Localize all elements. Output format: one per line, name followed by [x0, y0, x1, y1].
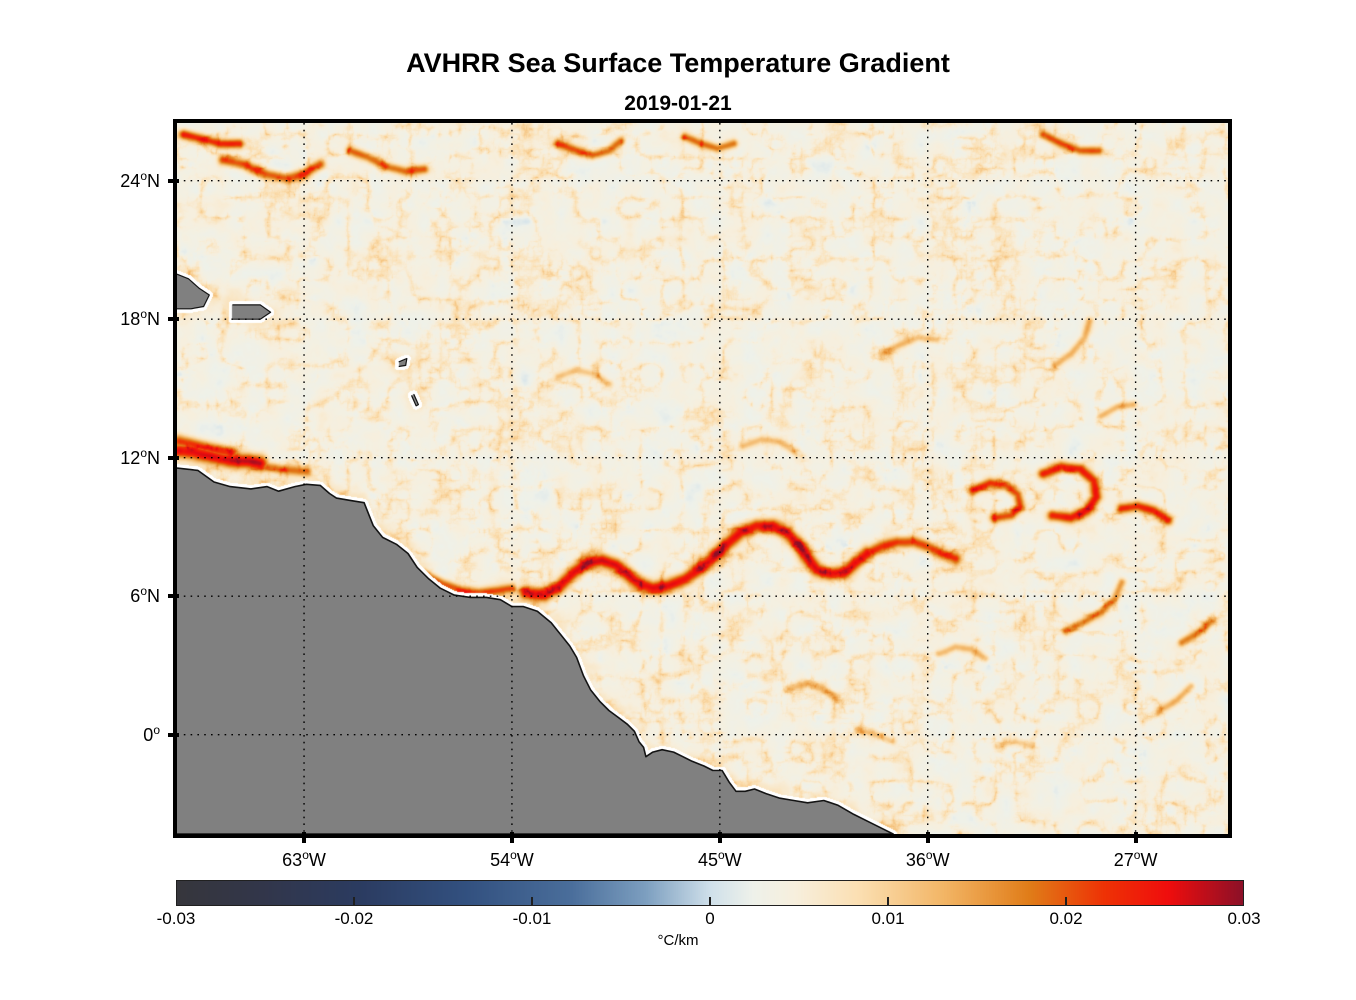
colorbar-unit-label: °C/km [657, 932, 699, 949]
y-axis-tickmark [168, 594, 179, 599]
colorbar-tick-label: -0.02 [334, 909, 374, 928]
x-axis-tickmark [925, 832, 930, 843]
y-axis-tickmark [168, 455, 179, 460]
colorbar-tickmark [531, 897, 533, 906]
x-axis-tickmark [509, 832, 514, 843]
colorbar-tick-label: 0.03 [1227, 909, 1261, 928]
x-axis-tick-label: 63oW [282, 848, 326, 870]
colorbar-tick-label: 0.02 [1049, 909, 1083, 928]
colorbar-tickmark [1065, 897, 1067, 906]
page-title: AVHRR Sea Surface Temperature Gradient [406, 48, 950, 78]
x-axis-tickmark [302, 832, 307, 843]
x-axis-tick-label: 36oW [905, 848, 950, 870]
x-axis-tick-label: 27oW [1113, 848, 1158, 870]
y-axis-tick-label: 6oN [130, 584, 160, 607]
y-axis-tickmark [168, 317, 179, 322]
colorbar-tick-label: 0 [705, 909, 715, 928]
y-axis-tick-label: 24oN [120, 168, 160, 191]
x-axis-tickmark [717, 832, 722, 843]
colorbar [176, 880, 1244, 906]
colorbar-tick-label: -0.03 [156, 909, 196, 928]
page-subtitle: 2019-01-21 [624, 92, 732, 115]
y-axis-tick-label: 12oN [120, 445, 160, 468]
map-plot-area [173, 119, 1232, 838]
x-axis-tick-label: 45oW [697, 848, 742, 870]
colorbar-tickmark [353, 897, 355, 906]
y-axis-tickmark [168, 178, 179, 183]
colorbar-tick-label: -0.01 [512, 909, 552, 928]
y-axis-tickmark [168, 732, 179, 737]
sst-gradient-heatmap [177, 123, 1228, 834]
colorbar-tickmark [709, 897, 711, 906]
colorbar-tickmark [887, 897, 889, 906]
y-axis-tick-label: 18oN [120, 307, 160, 330]
x-axis-tick-label: 54oW [490, 848, 534, 870]
x-axis-tickmark [1133, 832, 1138, 843]
colorbar-tick-label: 0.01 [871, 909, 905, 928]
y-axis-tick-label: 0o [143, 722, 160, 745]
